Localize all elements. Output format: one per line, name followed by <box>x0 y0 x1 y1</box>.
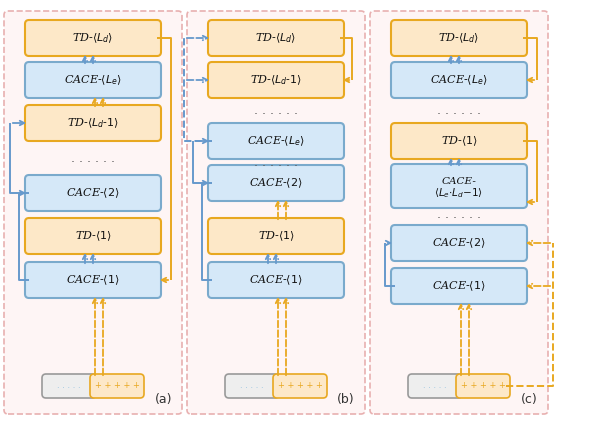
Text: $\langle L_e{\cdot}L_d{-}1\rangle$: $\langle L_e{\cdot}L_d{-}1\rangle$ <box>434 186 484 200</box>
Text: CACE-$\langle L_e\rangle$: CACE-$\langle L_e\rangle$ <box>430 73 488 87</box>
Text: . . . . .: . . . . . <box>240 382 264 391</box>
Text: . . . . .: . . . . . <box>423 382 447 391</box>
FancyBboxPatch shape <box>456 374 510 398</box>
FancyBboxPatch shape <box>391 20 527 56</box>
FancyBboxPatch shape <box>391 62 527 98</box>
FancyBboxPatch shape <box>370 11 548 414</box>
Text: CACE-$\langle 2\rangle$: CACE-$\langle 2\rangle$ <box>432 236 486 250</box>
Text: CACE-$\langle 1\rangle$: CACE-$\langle 1\rangle$ <box>432 279 486 293</box>
Text: + + + + +: + + + + + <box>461 382 505 391</box>
Text: . . . . . .: . . . . . . <box>254 155 298 169</box>
FancyBboxPatch shape <box>25 62 161 98</box>
FancyBboxPatch shape <box>25 175 161 211</box>
FancyBboxPatch shape <box>208 165 344 201</box>
Text: TD-$\langle L_d$-$1\rangle$: TD-$\langle L_d$-$1\rangle$ <box>67 116 119 130</box>
FancyBboxPatch shape <box>225 374 279 398</box>
Text: . . . . .: . . . . . <box>57 382 81 391</box>
FancyBboxPatch shape <box>42 374 96 398</box>
Text: CACE-$\langle L_e\rangle$: CACE-$\langle L_e\rangle$ <box>64 73 122 87</box>
Text: . . . . . .: . . . . . . <box>437 104 481 117</box>
FancyBboxPatch shape <box>25 20 161 56</box>
Text: TD-$\langle 1\rangle$: TD-$\langle 1\rangle$ <box>74 229 112 243</box>
FancyBboxPatch shape <box>208 20 344 56</box>
Text: CACE-$\langle 2\rangle$: CACE-$\langle 2\rangle$ <box>66 186 120 200</box>
FancyBboxPatch shape <box>273 374 327 398</box>
Text: TD-$\langle 1\rangle$: TD-$\langle 1\rangle$ <box>440 134 478 148</box>
Text: (c): (c) <box>521 393 538 406</box>
Text: TD-$\langle L_d\rangle$: TD-$\langle L_d\rangle$ <box>439 31 479 45</box>
FancyBboxPatch shape <box>25 218 161 254</box>
Text: CACE-$\langle L_e\rangle$: CACE-$\langle L_e\rangle$ <box>247 134 305 148</box>
Text: . . . . . .: . . . . . . <box>437 208 481 221</box>
Text: (a): (a) <box>155 393 172 406</box>
Text: TD-$\langle 1\rangle$: TD-$\langle 1\rangle$ <box>257 229 295 243</box>
FancyBboxPatch shape <box>408 374 462 398</box>
FancyBboxPatch shape <box>391 164 527 208</box>
FancyBboxPatch shape <box>391 268 527 304</box>
Text: CACE-$\langle 1\rangle$: CACE-$\langle 1\rangle$ <box>66 273 120 287</box>
FancyBboxPatch shape <box>391 123 527 159</box>
Text: CACE-$\langle 2\rangle$: CACE-$\langle 2\rangle$ <box>249 176 303 190</box>
FancyBboxPatch shape <box>187 11 365 414</box>
Text: TD-$\langle L_d\rangle$: TD-$\langle L_d\rangle$ <box>256 31 296 45</box>
FancyBboxPatch shape <box>25 105 161 141</box>
Text: . . . . . .: . . . . . . <box>254 104 298 117</box>
FancyBboxPatch shape <box>208 123 344 159</box>
Text: (b): (b) <box>337 393 355 406</box>
Text: CACE-$\langle 1\rangle$: CACE-$\langle 1\rangle$ <box>249 273 303 287</box>
Text: . . . . . .: . . . . . . <box>71 152 115 164</box>
FancyBboxPatch shape <box>4 11 182 414</box>
Text: + + + + +: + + + + + <box>278 382 322 391</box>
FancyBboxPatch shape <box>208 262 344 298</box>
FancyBboxPatch shape <box>208 218 344 254</box>
FancyBboxPatch shape <box>208 62 344 98</box>
Text: TD-$\langle L_d\rangle$: TD-$\langle L_d\rangle$ <box>73 31 113 45</box>
FancyBboxPatch shape <box>391 225 527 261</box>
Text: + + + + +: + + + + + <box>95 382 139 391</box>
Text: CACE-: CACE- <box>442 176 476 185</box>
FancyBboxPatch shape <box>25 262 161 298</box>
Text: TD-$\langle L_d$-$1\rangle$: TD-$\langle L_d$-$1\rangle$ <box>250 73 302 87</box>
FancyBboxPatch shape <box>90 374 144 398</box>
